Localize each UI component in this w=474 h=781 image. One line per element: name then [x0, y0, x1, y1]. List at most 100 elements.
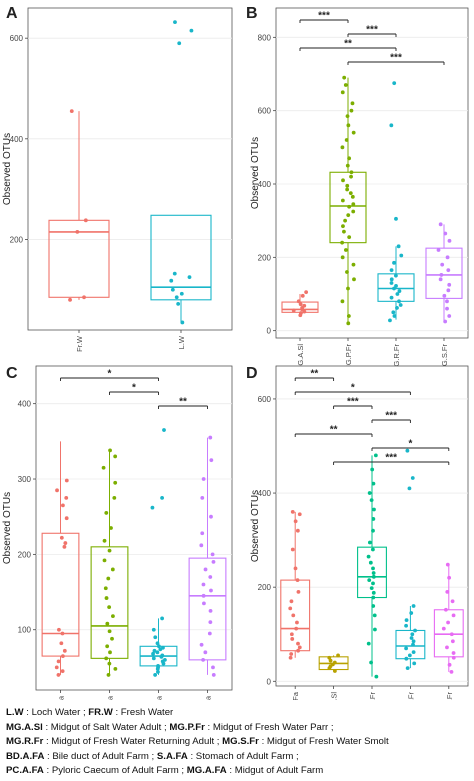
legend-abbreviation: S.A.FA	[156, 750, 188, 762]
data-point	[410, 632, 415, 637]
legend-description: : Midgut of Fresh Water Smolt	[258, 736, 389, 748]
data-point	[371, 590, 376, 595]
y-tick-label: 600	[258, 395, 272, 404]
y-tick-label: 100	[18, 626, 32, 635]
data-point	[346, 314, 351, 318]
data-point	[389, 277, 394, 282]
data-point	[289, 652, 294, 656]
data-point	[179, 291, 184, 296]
data-point	[203, 650, 208, 655]
data-point	[201, 593, 206, 598]
data-point	[342, 229, 346, 234]
data-point	[82, 295, 86, 300]
data-point	[404, 656, 409, 661]
data-point	[340, 145, 345, 150]
data-point	[392, 314, 397, 318]
x-tick-label: MG.A.Sl	[330, 692, 339, 700]
data-point	[296, 648, 301, 653]
data-point	[447, 314, 452, 318]
data-point	[440, 262, 445, 267]
data-point	[451, 613, 456, 618]
plot-area	[275, 7, 469, 339]
data-point	[371, 517, 376, 521]
legend-abbreviation: L.W	[6, 707, 24, 718]
data-point	[411, 650, 416, 655]
legend-abbreviation: MG.A.Sl	[6, 721, 43, 733]
data-point	[445, 299, 449, 304]
box-MG.S.Fr	[425, 247, 463, 299]
data-point	[445, 255, 450, 260]
data-point	[161, 645, 165, 650]
legend-abbreviation: BD.A.FA	[6, 750, 45, 762]
data-point	[102, 538, 107, 543]
data-point	[443, 231, 448, 236]
data-point	[397, 289, 402, 293]
significance-label: ***	[347, 397, 359, 408]
data-point	[209, 458, 214, 463]
legend-abbreviation: FR.W	[88, 707, 113, 718]
data-point	[111, 614, 115, 619]
data-point	[341, 224, 345, 229]
legend-description: : Midgut of Salt Water Adult ;	[42, 721, 170, 733]
data-point	[327, 655, 332, 660]
data-point	[106, 576, 111, 581]
data-point	[346, 321, 351, 326]
data-point	[409, 611, 414, 615]
data-point	[341, 178, 345, 183]
data-point	[445, 645, 449, 650]
data-point	[157, 644, 161, 649]
data-point	[110, 567, 115, 572]
data-point	[369, 498, 374, 503]
box-MG.A.Fa	[90, 546, 129, 659]
data-point	[336, 653, 340, 658]
data-point	[392, 81, 397, 86]
data-point	[150, 505, 155, 510]
data-point	[350, 101, 355, 106]
data-point	[291, 613, 296, 618]
data-point	[351, 202, 356, 207]
x-tick-label: S.A.Fa	[204, 695, 213, 700]
significance-label: **	[344, 39, 352, 50]
data-point	[389, 295, 394, 300]
data-point	[56, 673, 61, 677]
data-point	[209, 588, 213, 593]
data-point	[371, 528, 375, 533]
y-axis-label: Observed OTUs	[2, 133, 13, 205]
data-point	[152, 648, 157, 653]
data-point	[155, 641, 160, 646]
legend-description: : Pyloric Caecum of Adult Farm ;	[43, 765, 187, 777]
data-point	[332, 660, 337, 665]
data-point	[153, 635, 158, 640]
y-tick-label: 200	[258, 583, 272, 592]
legend-line: L.W : Loch Water ; FR.W : Fresh Water	[6, 706, 472, 721]
plot-area	[27, 7, 233, 331]
data-point	[447, 238, 452, 243]
legend-abbreviation: MG.S.Fr	[222, 736, 259, 748]
x-tick-label: MG.R.Fr	[392, 344, 401, 373]
data-point	[298, 302, 303, 307]
legend-abbreviation: MG.A.FA	[186, 765, 227, 777]
data-point	[392, 260, 396, 265]
data-point	[438, 277, 443, 282]
data-point	[332, 669, 337, 673]
data-point	[162, 428, 166, 432]
data-point	[57, 627, 61, 632]
data-point	[162, 657, 167, 662]
data-point	[156, 663, 160, 668]
data-point	[411, 639, 416, 644]
y-tick-label: 300	[18, 475, 32, 484]
data-point	[112, 495, 117, 500]
data-point	[203, 567, 208, 572]
data-point	[293, 566, 298, 571]
data-point	[109, 526, 113, 530]
data-point	[450, 599, 455, 604]
data-point	[208, 620, 213, 625]
y-tick-label: 0	[267, 327, 272, 336]
data-point	[371, 595, 376, 600]
data-point	[442, 293, 447, 298]
y-tick-label: 400	[258, 489, 272, 498]
data-point	[105, 644, 110, 649]
x-tick-label: BD.A.Fa	[57, 695, 66, 700]
data-point	[201, 477, 206, 481]
data-point	[328, 658, 333, 663]
